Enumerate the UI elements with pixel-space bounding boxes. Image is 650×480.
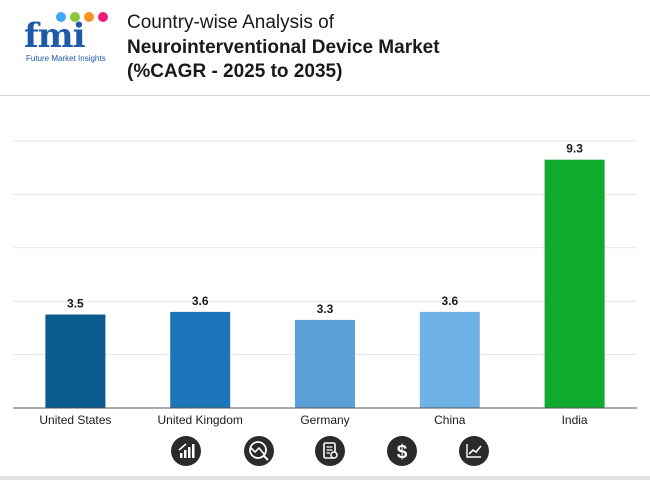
chart-title-line-2: Neurointerventional Device Market — [127, 37, 440, 58]
bar-germany — [295, 319, 355, 408]
data-label: 3.6 — [192, 294, 209, 308]
svg-text:$: $ — [397, 442, 408, 463]
logo-dot — [84, 12, 94, 22]
fmi-logo: fmi Future Market Insights — [24, 12, 108, 68]
line-chart-icon — [459, 436, 489, 466]
footer-divider — [0, 476, 650, 480]
logo-dot — [70, 12, 80, 22]
chart-title-line-1: Country-wise Analysis of — [127, 12, 334, 33]
x-tick-label: China — [434, 413, 466, 427]
bar-united-kingdom — [170, 311, 231, 408]
x-tick-label: Germany — [300, 413, 349, 427]
data-label: 3.5 — [67, 297, 84, 311]
dollar-icon: $ — [387, 436, 417, 466]
logo-dot — [98, 12, 108, 22]
bar-china — [419, 311, 480, 408]
x-tick-label: India — [562, 413, 588, 427]
logo-wordmark: fmi — [24, 16, 86, 56]
header-divider — [0, 95, 650, 96]
trend-circle-icon — [244, 436, 274, 466]
logo-dot — [56, 12, 66, 22]
data-label: 9.3 — [566, 142, 583, 156]
bar-growth-icon — [171, 436, 201, 466]
x-tick-label: United Kingdom — [158, 413, 243, 427]
bar-india — [544, 159, 605, 408]
bar-united-states — [45, 314, 106, 408]
document-search-icon — [315, 436, 345, 466]
footer-icon-row: $ — [0, 436, 650, 470]
x-tick-label: United States — [39, 413, 111, 427]
data-label: 3.6 — [441, 294, 458, 308]
logo-dots — [56, 12, 116, 24]
chart-title-line-3: (%CAGR - 2025 to 2035) — [127, 61, 343, 82]
logo-tagline: Future Market Insights — [26, 54, 106, 63]
bar-chart: 3.5 United States 3.6 United Kingdom 3.3 Germ… — [13, 140, 637, 427]
data-label: 3.3 — [317, 302, 334, 316]
header: fmi Future Market Insights Country-wise … — [0, 0, 650, 96]
